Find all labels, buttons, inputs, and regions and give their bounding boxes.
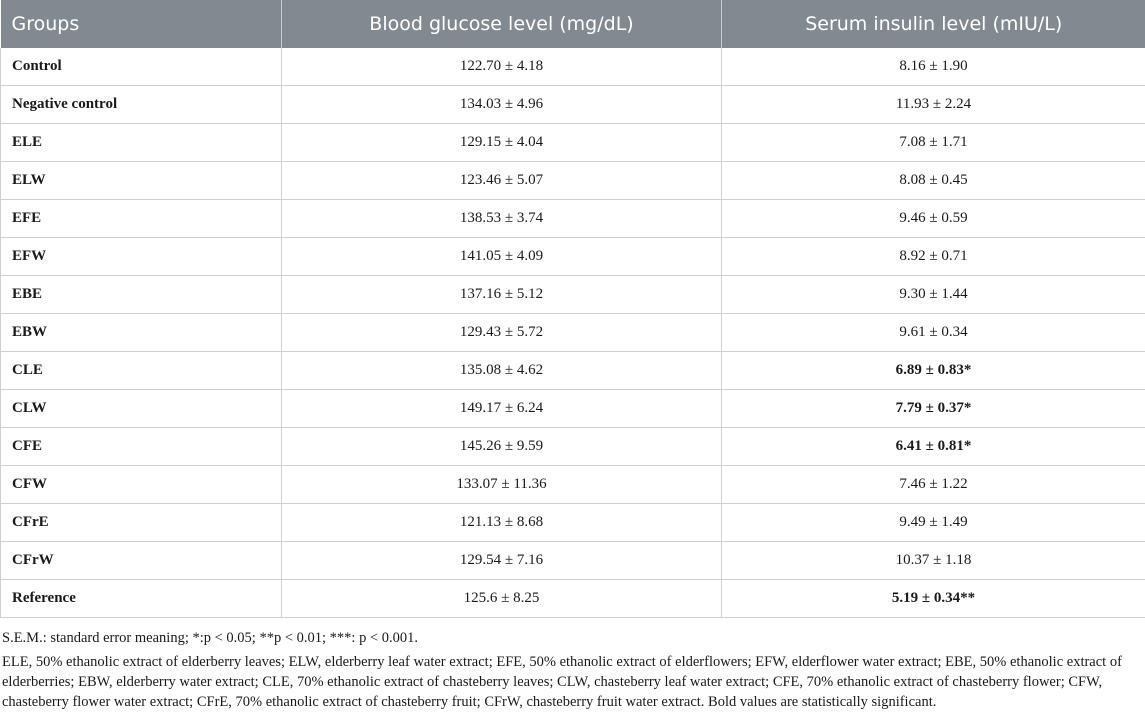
- header-serum-insulin: Serum insulin level (mIU/L): [721, 0, 1145, 48]
- table-body: Control 122.70 ± 4.18 8.16 ± 1.90 Negative …: [0, 48, 1145, 618]
- cell-blood-glucose: 123.46 ± 5.07: [281, 161, 722, 200]
- table-row: CFE 145.26 ± 9.59 6.41 ± 0.81*: [0, 427, 1145, 466]
- cell-blood-glucose: 141.05 ± 4.09: [281, 237, 722, 276]
- cell-blood-glucose: 137.16 ± 5.12: [281, 275, 722, 314]
- table-row: ELE 129.15 ± 4.04 7.08 ± 1.71: [0, 123, 1145, 162]
- cell-group: CLE: [0, 351, 282, 390]
- cell-group: EBE: [0, 275, 282, 314]
- cell-serum-insulin: 6.89 ± 0.83*: [721, 351, 1145, 390]
- cell-serum-insulin: 8.16 ± 1.90: [721, 48, 1145, 86]
- table-footnotes: S.E.M.: standard error meaning; *:p < 0.…: [0, 618, 1145, 712]
- table-row: EBW 129.43 ± 5.72 9.61 ± 0.34: [0, 313, 1145, 352]
- cell-serum-insulin: 10.37 ± 1.18: [721, 541, 1145, 580]
- cell-blood-glucose: 149.17 ± 6.24: [281, 389, 722, 428]
- cell-group: CFrE: [0, 503, 282, 542]
- cell-serum-insulin: 9.30 ± 1.44: [721, 275, 1145, 314]
- cell-serum-insulin: 9.49 ± 1.49: [721, 503, 1145, 542]
- cell-blood-glucose: 133.07 ± 11.36: [281, 465, 722, 504]
- cell-serum-insulin: 6.41 ± 0.81*: [721, 427, 1145, 466]
- table-row: CFW 133.07 ± 11.36 7.46 ± 1.22: [0, 465, 1145, 504]
- cell-group: ELW: [0, 161, 282, 200]
- cell-group: ELE: [0, 123, 282, 162]
- cell-serum-insulin: 9.46 ± 0.59: [721, 199, 1145, 238]
- table-row: CFrE 121.13 ± 8.68 9.49 ± 1.49: [0, 503, 1145, 542]
- cell-serum-insulin: 9.61 ± 0.34: [721, 313, 1145, 352]
- cell-blood-glucose: 121.13 ± 8.68: [281, 503, 722, 542]
- cell-group: CFrW: [0, 541, 282, 580]
- cell-group: EFW: [0, 237, 282, 276]
- header-row: Groups Blood glucose level (mg/dL) Serum…: [0, 0, 1145, 48]
- cell-group: Negative control: [0, 85, 282, 124]
- cell-blood-glucose: 129.15 ± 4.04: [281, 123, 722, 162]
- cell-group: CFW: [0, 465, 282, 504]
- table-row: Control 122.70 ± 4.18 8.16 ± 1.90: [0, 48, 1145, 86]
- cell-blood-glucose: 129.54 ± 7.16: [281, 541, 722, 580]
- table-row: CLW 149.17 ± 6.24 7.79 ± 0.37*: [0, 389, 1145, 428]
- cell-serum-insulin: 11.93 ± 2.24: [721, 85, 1145, 124]
- cell-blood-glucose: 129.43 ± 5.72: [281, 313, 722, 352]
- cell-blood-glucose: 138.53 ± 3.74: [281, 199, 722, 238]
- cell-serum-insulin: 8.92 ± 0.71: [721, 237, 1145, 276]
- cell-blood-glucose: 135.08 ± 4.62: [281, 351, 722, 390]
- table-row: Reference 125.6 ± 8.25 5.19 ± 0.34**: [0, 579, 1145, 618]
- table-row: CFrW 129.54 ± 7.16 10.37 ± 1.18: [0, 541, 1145, 580]
- header-blood-glucose: Blood glucose level (mg/dL): [281, 0, 722, 48]
- cell-group: CFE: [0, 427, 282, 466]
- cell-serum-insulin: 7.08 ± 1.71: [721, 123, 1145, 162]
- cell-blood-glucose: 122.70 ± 4.18: [281, 48, 722, 86]
- cell-serum-insulin: 5.19 ± 0.34**: [721, 579, 1145, 618]
- table-row: CLE 135.08 ± 4.62 6.89 ± 0.83*: [0, 351, 1145, 390]
- cell-group: Control: [0, 48, 282, 86]
- cell-blood-glucose: 134.03 ± 4.96: [281, 85, 722, 124]
- footnote-abbreviations: ELE, 50% ethanolic extract of elderberry…: [2, 654, 1122, 710]
- cell-serum-insulin: 8.08 ± 0.45: [721, 161, 1145, 200]
- cell-blood-glucose: 145.26 ± 9.59: [281, 427, 722, 466]
- cell-blood-glucose: 125.6 ± 8.25: [281, 579, 722, 618]
- table-row: ELW 123.46 ± 5.07 8.08 ± 0.45: [0, 161, 1145, 200]
- cell-serum-insulin: 7.46 ± 1.22: [721, 465, 1145, 504]
- table-row: Negative control 134.03 ± 4.96 11.93 ± 2.2…: [0, 85, 1145, 124]
- table-row: EBE 137.16 ± 5.12 9.30 ± 1.44: [0, 275, 1145, 314]
- cell-group: Reference: [0, 579, 282, 618]
- footnote-sem: S.E.M.: standard error meaning; *:p < 0.…: [2, 630, 418, 646]
- results-table: Groups Blood glucose level (mg/dL) Serum…: [0, 0, 1145, 618]
- cell-group: CLW: [0, 389, 282, 428]
- table-row: EFW 141.05 ± 4.09 8.92 ± 0.71: [0, 237, 1145, 276]
- cell-serum-insulin: 7.79 ± 0.37*: [721, 389, 1145, 428]
- cell-group: EFE: [0, 199, 282, 238]
- cell-group: EBW: [0, 313, 282, 352]
- table-row: EFE 138.53 ± 3.74 9.46 ± 0.59: [0, 199, 1145, 238]
- header-groups: Groups: [0, 0, 282, 48]
